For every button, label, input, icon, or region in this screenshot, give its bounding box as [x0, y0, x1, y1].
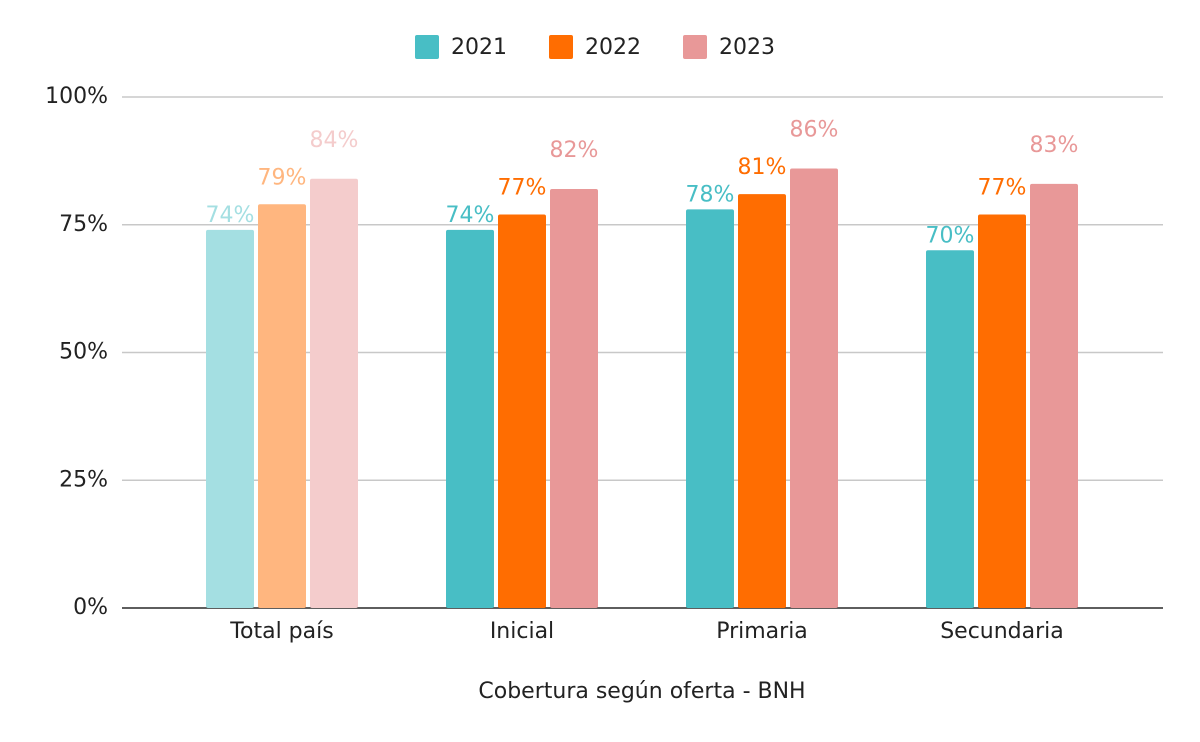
y-tick-label: 25% — [59, 467, 108, 492]
bar — [446, 229, 494, 609]
value-label: 83% — [1030, 133, 1079, 158]
value-label: 77% — [978, 176, 1027, 201]
bar — [790, 168, 838, 609]
value-label: 82% — [550, 138, 599, 163]
bar — [978, 214, 1026, 608]
x-axis-title: Cobertura según oferta - BNH — [478, 679, 805, 704]
value-label: 74% — [206, 203, 255, 228]
value-label: 86% — [790, 118, 839, 143]
bar — [206, 229, 254, 609]
value-label: 84% — [310, 128, 359, 153]
y-tick-label: 50% — [59, 340, 108, 365]
legend-swatch — [683, 35, 707, 59]
legend-label: 2023 — [719, 35, 775, 60]
legend-label: 2021 — [451, 35, 507, 60]
legend-label: 2022 — [585, 35, 641, 60]
value-label: 81% — [738, 155, 787, 180]
bar — [498, 214, 546, 608]
bar — [1030, 183, 1078, 608]
x-tick-label: Primaria — [716, 619, 808, 644]
bar — [926, 250, 974, 609]
bar — [686, 209, 734, 609]
legend-swatch — [549, 35, 573, 59]
y-tick-label: 75% — [59, 212, 108, 237]
x-tick-label: Secundaria — [940, 619, 1064, 644]
value-label: 74% — [446, 203, 495, 228]
value-label: 79% — [258, 165, 307, 190]
y-tick-label: 0% — [73, 595, 108, 620]
legend-swatch — [415, 35, 439, 59]
value-label: 78% — [686, 182, 735, 207]
bar — [310, 178, 358, 608]
x-tick-label: Total país — [229, 619, 333, 644]
bar — [550, 188, 598, 609]
value-label: 77% — [498, 176, 547, 201]
y-tick-label: 100% — [45, 84, 108, 109]
bar — [738, 194, 786, 608]
value-label: 70% — [926, 223, 975, 248]
bar — [258, 204, 306, 608]
x-tick-label: Inicial — [490, 619, 554, 644]
